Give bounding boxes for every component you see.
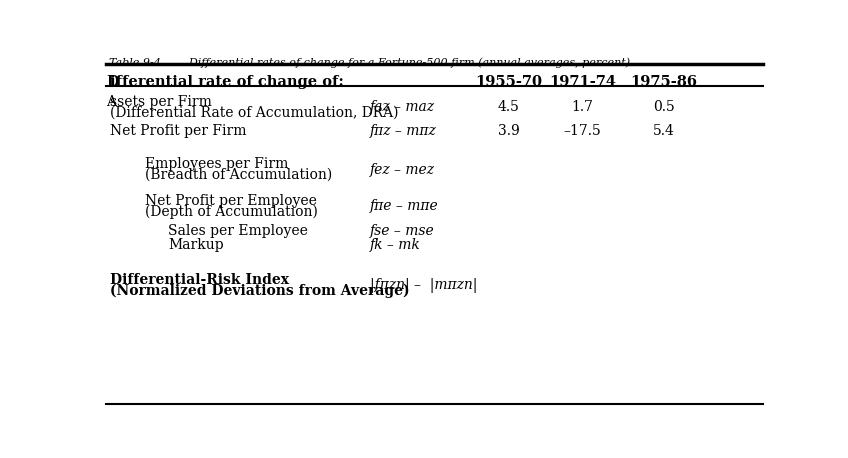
Text: fse – mse: fse – mse [370, 224, 434, 238]
Text: (Depth of Accumulation): (Depth of Accumulation) [145, 204, 318, 219]
Text: Net Profit per Firm: Net Profit per Firm [110, 124, 247, 138]
Text: –17.5: –17.5 [564, 124, 601, 138]
Text: fk – mk: fk – mk [370, 238, 421, 252]
Text: fπe – mπe: fπe – mπe [370, 199, 438, 213]
Text: 4.5: 4.5 [498, 100, 520, 114]
Text: faz – maz: faz – maz [370, 100, 434, 114]
Text: A: A [106, 95, 116, 109]
Text: (Normalized Deviations from Average): (Normalized Deviations from Average) [110, 284, 410, 298]
Text: 0.5: 0.5 [653, 100, 675, 114]
Text: D: D [106, 75, 119, 89]
Text: fπz – mπz: fπz – mπz [370, 124, 436, 138]
Text: fez – mez: fez – mez [370, 163, 434, 177]
Text: ifferential rate of change of:: ifferential rate of change of: [110, 75, 343, 89]
Text: Sales per Employee: Sales per Employee [168, 224, 308, 238]
Text: (Breadth of Accumulation): (Breadth of Accumulation) [145, 168, 332, 182]
Text: Table 9-4        Differential rates of change for a Fortune-500 firm (annual ave: Table 9-4 Differential rates of change f… [109, 57, 630, 68]
Text: 1955-70: 1955-70 [476, 75, 543, 89]
Text: Differential-Risk Index: Differential-Risk Index [110, 273, 289, 287]
Text: ssets per Firm: ssets per Firm [110, 95, 212, 109]
Text: 5.4: 5.4 [653, 124, 675, 138]
Text: Markup: Markup [168, 238, 224, 252]
Text: 1975-86: 1975-86 [631, 75, 698, 89]
Text: 3.9: 3.9 [498, 124, 520, 138]
Text: |fπzn| –  |mπzn|: |fπzn| – |mπzn| [370, 278, 477, 293]
Text: 1971-74: 1971-74 [550, 75, 616, 89]
Text: (Differential Rate of Accumulation, DRA): (Differential Rate of Accumulation, DRA) [110, 106, 399, 120]
Text: Employees per Firm: Employees per Firm [145, 158, 288, 171]
Text: 1.7: 1.7 [572, 100, 594, 114]
Text: Net Profit per Employee: Net Profit per Employee [145, 194, 316, 207]
